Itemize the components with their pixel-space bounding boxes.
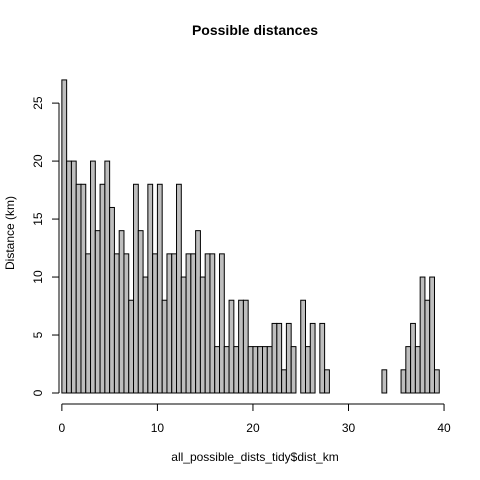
histogram-bar [252, 346, 259, 394]
x-tick-label: 0 [59, 421, 66, 435]
histogram-bar [429, 276, 435, 394]
histogram-bar [85, 253, 92, 394]
histogram-bar [190, 253, 197, 394]
histogram-bar [410, 322, 416, 394]
histogram-bar [109, 206, 115, 394]
histogram-bar [70, 160, 77, 394]
histogram-bar [137, 230, 144, 394]
x-tick-label: 10 [151, 421, 165, 435]
histogram-bar [419, 276, 426, 394]
histogram-bar [271, 322, 278, 394]
histogram-bar [66, 160, 72, 394]
histogram-bar [300, 299, 307, 394]
x-tick-label: 20 [246, 421, 260, 435]
histogram-bar [147, 183, 154, 394]
histogram-bar [180, 276, 187, 394]
histogram-bar [185, 253, 192, 394]
y-axis: 0 5 10 15 20 25 [31, 96, 60, 396]
histogram-bar [257, 346, 264, 394]
chart-title: Possible distances [192, 22, 318, 38]
histogram-bar [104, 160, 111, 394]
histogram-bar [118, 230, 125, 394]
histogram-bar [238, 299, 244, 394]
histogram-bar [214, 346, 221, 394]
histogram-bar [195, 230, 201, 394]
histogram-bar [80, 183, 87, 394]
histogram-bar [171, 253, 178, 394]
histogram-bar [324, 369, 330, 394]
histogram-bar [262, 346, 268, 394]
histogram-bar [247, 346, 254, 394]
histogram-bar [228, 299, 235, 394]
histogram-bar [414, 346, 421, 394]
histogram-bar [285, 322, 292, 394]
y-tick-label: 10 [31, 270, 45, 284]
y-tick-label: 25 [31, 96, 45, 110]
histogram-bar [209, 253, 216, 394]
histogram-bar [152, 253, 158, 394]
histogram-bar [75, 183, 82, 394]
histogram-bar [400, 369, 407, 394]
histogram-bar [305, 346, 311, 394]
histogram-bar [309, 322, 316, 394]
histogram-bar [433, 369, 440, 394]
histogram-bar [176, 183, 182, 394]
histogram-bar [290, 346, 297, 394]
histogram-bar [204, 253, 211, 394]
histogram-bar [219, 253, 225, 394]
histogram-bar [381, 369, 388, 394]
histogram-bar [113, 253, 120, 394]
histogram-bar [133, 183, 139, 394]
histogram-bar [242, 299, 249, 394]
histogram-bar [405, 346, 412, 394]
histogram-bar [281, 369, 287, 394]
histogram-bar [94, 230, 101, 394]
histogram-bar [142, 276, 149, 394]
histogram-bars [61, 79, 440, 394]
y-tick-label: 20 [31, 154, 45, 168]
x-tick-label: 40 [437, 421, 451, 435]
histogram-bar [424, 299, 431, 394]
histogram-bar [319, 322, 326, 394]
x-tick-label: 30 [342, 421, 356, 435]
histogram-bar [266, 346, 273, 394]
histogram-bar [123, 253, 130, 394]
x-axis: 0 10 20 30 40 [59, 403, 451, 435]
histogram-bar [276, 322, 283, 394]
histogram-bar [199, 276, 206, 394]
histogram-bar [156, 183, 163, 394]
histogram-bar [61, 79, 68, 394]
y-tick-label: 15 [31, 212, 45, 226]
histogram-bar [99, 183, 106, 394]
histogram-bar [161, 299, 168, 394]
x-axis-label: all_possible_dists_tidy$dist_km [171, 450, 338, 464]
y-tick-label: 5 [31, 331, 45, 338]
histogram-bar [90, 160, 96, 394]
y-axis-label: Distance (km) [3, 196, 17, 270]
y-tick-label: 0 [31, 389, 45, 396]
histogram-bar [128, 299, 135, 394]
histogram-bar [223, 346, 230, 394]
histogram-bar [233, 346, 240, 394]
histogram-bar [166, 253, 173, 394]
